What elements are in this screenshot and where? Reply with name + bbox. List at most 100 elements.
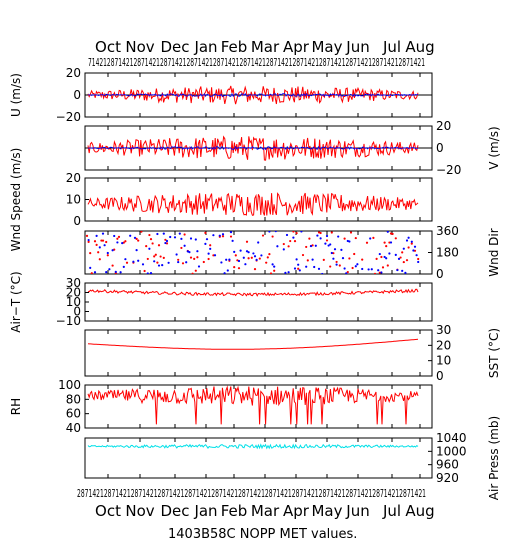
- direction-point: [293, 267, 297, 270]
- series-line: [87, 92, 419, 98]
- y-tick-label: 60: [66, 407, 81, 421]
- series-line: [87, 135, 419, 161]
- direction-point: [135, 249, 138, 252]
- direction-point: [156, 261, 159, 264]
- direction-point: [153, 255, 156, 258]
- direction-point: [327, 244, 330, 247]
- direction-point: [103, 244, 106, 247]
- direction-point: [306, 259, 309, 262]
- direction-point: [145, 244, 148, 248]
- direction-point: [309, 244, 313, 248]
- direction-point: [399, 256, 402, 259]
- direction-point: [335, 260, 338, 264]
- direction-point: [282, 248, 285, 251]
- direction-point: [361, 267, 364, 271]
- y-tick-label: 10: [66, 295, 81, 309]
- panel: 20 0 −20 U (m/s): [9, 66, 433, 124]
- direction-point: [258, 257, 261, 260]
- direction-point: [175, 253, 178, 256]
- direction-point: [335, 263, 338, 266]
- direction-point: [225, 258, 228, 261]
- y-tick-label: 20: [436, 119, 451, 133]
- y-tick-label: 100: [58, 378, 81, 392]
- direction-point: [292, 236, 295, 239]
- direction-point: [87, 240, 90, 243]
- direction-point: [351, 266, 354, 270]
- series-line: [87, 338, 419, 350]
- direction-point: [245, 250, 249, 253]
- y-tick-label: 360: [436, 224, 459, 238]
- panel-frame: [84, 437, 433, 479]
- direction-point: [116, 241, 119, 244]
- direction-point: [162, 232, 165, 235]
- panel: 360 180 0 Wnd Dir: [84, 224, 501, 281]
- direction-point: [394, 253, 397, 256]
- direction-point: [253, 255, 257, 258]
- direction-point: [346, 270, 349, 274]
- direction-point: [125, 261, 129, 264]
- y-tick-label: 0: [436, 267, 444, 281]
- direction-point: [108, 268, 111, 271]
- direction-point: [89, 252, 92, 255]
- direction-point: [271, 235, 274, 238]
- direction-point: [221, 235, 225, 238]
- direction-point: [410, 240, 413, 243]
- direction-point: [177, 260, 180, 264]
- direction-point: [223, 272, 226, 274]
- direction-point: [117, 235, 121, 239]
- direction-point: [276, 245, 279, 248]
- top-month-label: Jul: [382, 38, 401, 56]
- direction-point: [266, 256, 269, 259]
- direction-point: [202, 260, 205, 264]
- direction-point: [282, 242, 285, 246]
- direction-point: [90, 272, 93, 274]
- direction-point: [167, 261, 170, 264]
- direction-point: [287, 271, 290, 274]
- y-axis-label: U (m/s): [9, 73, 23, 117]
- direction-point: [412, 249, 415, 252]
- direction-point: [124, 258, 127, 261]
- y-tick-label: 0: [73, 88, 81, 102]
- bottom-month-label: Feb: [221, 502, 248, 520]
- direction-point: [345, 272, 348, 274]
- direction-point: [141, 263, 145, 266]
- direction-point: [380, 271, 383, 274]
- y-tick-label: 960: [436, 458, 459, 472]
- bottom-month-label: Nov: [125, 502, 154, 520]
- direction-point: [404, 271, 407, 274]
- direction-point: [247, 257, 250, 260]
- direction-point: [209, 244, 212, 247]
- direction-point: [329, 265, 332, 268]
- direction-point: [356, 263, 359, 266]
- y-tick-label: 30: [66, 276, 81, 290]
- bottom-month-label: Mar: [251, 502, 280, 520]
- direction-point: [165, 239, 169, 243]
- direction-point: [157, 264, 161, 267]
- direction-point: [370, 268, 373, 271]
- direction-point: [417, 260, 420, 264]
- panel-frame: [84, 384, 433, 429]
- series-line: [87, 385, 419, 425]
- direction-point: [116, 237, 119, 240]
- direction-point: [405, 239, 409, 242]
- bottom-month-label: Aug: [405, 502, 434, 520]
- direction-point: [101, 239, 105, 242]
- y-tick-label: 1000: [436, 444, 467, 458]
- direction-point: [322, 258, 325, 262]
- direction-point: [180, 246, 183, 250]
- direction-point: [122, 265, 125, 268]
- direction-point: [231, 239, 234, 242]
- direction-point: [316, 234, 319, 237]
- direction-point: [297, 263, 300, 266]
- panel-frame: [84, 329, 433, 377]
- y-tick-label: 30: [436, 323, 451, 337]
- direction-point: [333, 248, 337, 251]
- direction-point: [183, 233, 186, 236]
- y-tick-label: 1040: [436, 431, 467, 445]
- direction-point: [295, 232, 298, 235]
- direction-point: [169, 235, 172, 239]
- direction-point: [85, 234, 89, 237]
- top-month-label: Feb: [221, 38, 248, 56]
